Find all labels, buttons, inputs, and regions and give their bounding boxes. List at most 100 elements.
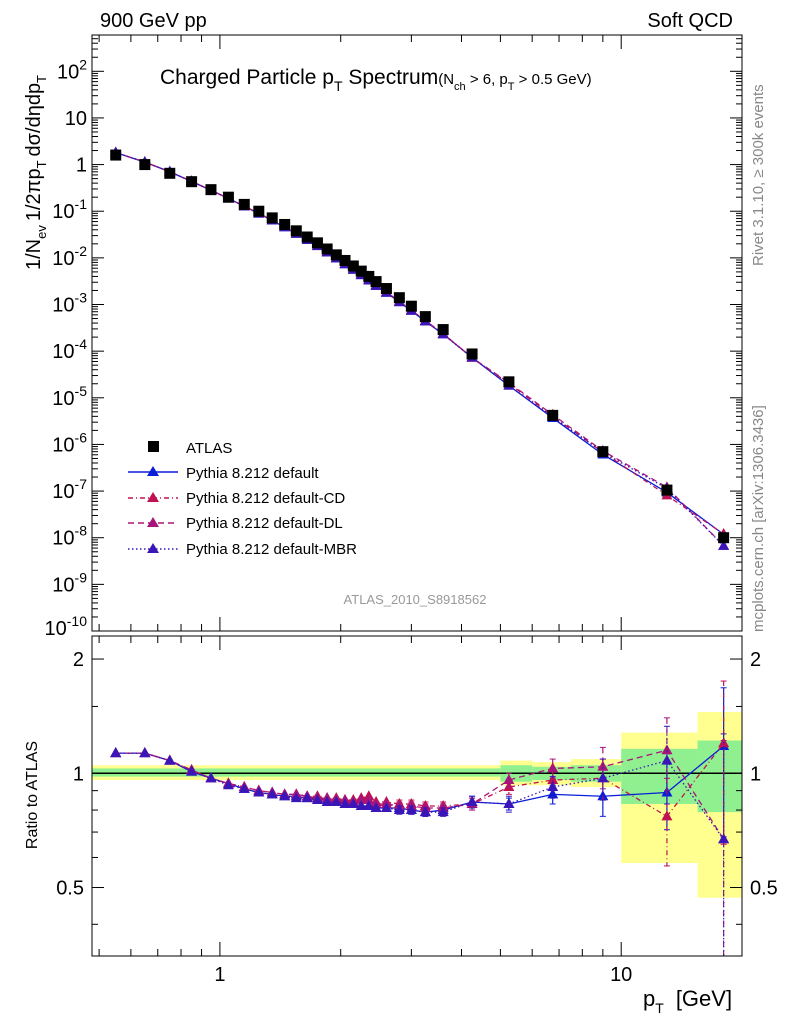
ratio-point-mbr-7 bbox=[253, 786, 265, 797]
ratio-y-label: Ratio to ATLAS bbox=[24, 741, 41, 849]
ratio-point-mbr-29 bbox=[661, 754, 673, 765]
mcplots-label: mcplots.cern.ch [arXiv:1306.3436] bbox=[750, 405, 767, 632]
ratio-point-mbr-12 bbox=[311, 794, 323, 805]
main-point-atlas-5 bbox=[222, 191, 234, 203]
rivet-label: Rivet 3.1.10, ≥ 300k events bbox=[750, 84, 767, 266]
band-inner-0 bbox=[92, 768, 501, 777]
y-label-part-1: ev bbox=[34, 225, 49, 239]
y-label-part-3: T bbox=[34, 160, 49, 168]
main-ytick-label-7: 10-3 bbox=[52, 290, 87, 317]
main-line-dl bbox=[115, 151, 725, 547]
ratio-point-mbr-28 bbox=[597, 772, 609, 783]
ratio-point-mbr-11 bbox=[301, 792, 313, 803]
main-ytick-label-3: 10-7 bbox=[52, 476, 87, 503]
main-point-atlas-12 bbox=[311, 237, 323, 249]
header-left: 900 GeV pp bbox=[100, 10, 207, 32]
main-ytick-label-12: 102 bbox=[57, 56, 87, 83]
ratio-point-mbr-16 bbox=[347, 797, 359, 808]
ratio-ytick-label-1: 1 bbox=[73, 763, 84, 785]
ratio-point-dl-26 bbox=[503, 774, 515, 785]
x-label-unit: [GeV] bbox=[676, 986, 732, 1011]
ratio-point-mbr-24 bbox=[437, 806, 449, 817]
ratio-point-mbr-8 bbox=[266, 788, 278, 799]
title-cut-a: (N bbox=[438, 71, 454, 88]
legend: ATLAS Pythia 8.212 default Pythia 8.212 … bbox=[128, 440, 357, 558]
main-point-atlas-13 bbox=[321, 243, 333, 255]
ratio-point-mbr-0 bbox=[110, 747, 122, 758]
y-label-part-4: dσ/dηdp bbox=[23, 83, 45, 157]
ratio-point-dl-27 bbox=[547, 762, 559, 773]
main-point-atlas-23 bbox=[419, 311, 431, 323]
main-point-atlas-1 bbox=[139, 159, 151, 171]
ratio-point-mbr-14 bbox=[330, 796, 342, 807]
ratio-point-dl-17 bbox=[355, 794, 367, 805]
ratio-ytick-label-right-1: 1 bbox=[750, 763, 761, 785]
legend-label-dl: Pythia 8.212 default-DL bbox=[186, 515, 343, 532]
ratio-point-mbr-3 bbox=[186, 765, 198, 776]
main-frame bbox=[91, 34, 743, 632]
main-axes: 10-10 10-9 10-8 10-7 10-6 10-5 10-4 10-3 10-2 10-… bbox=[45, 35, 743, 640]
ratio-uncertainty-bands bbox=[92, 712, 742, 898]
ratio-point-mbr-13 bbox=[321, 796, 333, 807]
ratio-point-mbr-15 bbox=[339, 797, 351, 808]
title-main: Charged Particle p bbox=[160, 66, 334, 89]
header-right: Soft QCD bbox=[647, 10, 733, 32]
title-main-tail: Spectrum bbox=[343, 66, 439, 89]
ratio-ytick-label-0: 0.5 bbox=[56, 878, 84, 900]
main-ytick-label-2: 10-8 bbox=[52, 523, 87, 550]
ratio-point-mbr-30 bbox=[718, 833, 730, 844]
legend-item-atlas: ATLAS bbox=[148, 440, 232, 457]
main-point-atlas-16 bbox=[347, 260, 359, 272]
main-ytick-label-8: 10-2 bbox=[52, 243, 87, 270]
legend-label-atlas: ATLAS bbox=[186, 440, 232, 457]
ratio-point-mbr-9 bbox=[279, 790, 291, 801]
ratio-point-dl-18 bbox=[363, 794, 375, 805]
main-point-atlas-14 bbox=[330, 249, 342, 261]
ratio-ytick-label-right-0: 0.5 bbox=[750, 878, 778, 900]
main-line-mbr bbox=[115, 151, 725, 547]
chart-title: Charged Particle pT Spectrum(Nch > 6, pT… bbox=[160, 66, 592, 94]
y-label-part-2: 1/2πp bbox=[23, 168, 45, 221]
title-cut-b-sub: T bbox=[508, 81, 515, 93]
legend-marker-default bbox=[147, 466, 159, 476]
main-y-label: 1/Nev1/2πpTdσ/dηdpT bbox=[23, 75, 49, 270]
main-point-atlas-25 bbox=[466, 348, 478, 360]
legend-item-dl: Pythia 8.212 default-DL bbox=[128, 515, 343, 532]
main-point-atlas-7 bbox=[253, 205, 265, 217]
legend-marker-mbr bbox=[147, 543, 159, 553]
legend-item-mbr: Pythia 8.212 default-MBR bbox=[128, 541, 357, 558]
ratio-axes: 1 10 0.5 0.5 1 1 2 2 bbox=[56, 636, 778, 986]
ratio-point-mbr-6 bbox=[238, 782, 250, 793]
title-cut-b: > 6, p bbox=[466, 71, 508, 88]
ratio-point-cd-27 bbox=[547, 774, 559, 785]
main-ytick-label-0: 10-10 bbox=[45, 613, 88, 640]
y-label-part-5: T bbox=[34, 75, 49, 83]
main-point-atlas-18 bbox=[363, 270, 375, 282]
ratio-point-mbr-1 bbox=[139, 747, 151, 758]
legend-marker-dl bbox=[147, 517, 159, 527]
main-point-atlas-21 bbox=[393, 292, 405, 304]
main-point-atlas-4 bbox=[205, 184, 217, 196]
band-inner-5 bbox=[697, 740, 742, 813]
analysis-id: ATLAS_2010_S8918562 bbox=[344, 592, 487, 607]
main-point-atlas-8 bbox=[266, 212, 278, 224]
main-ytick-label-1: 10-9 bbox=[52, 569, 87, 596]
ratio-xtick-label-1: 10 bbox=[610, 964, 632, 986]
ratio-point-dl-28 bbox=[597, 760, 609, 771]
ratio-point-mbr-21 bbox=[393, 804, 405, 815]
ratio-ytick-label-2: 2 bbox=[73, 649, 84, 671]
title-cut-a-sub: ch bbox=[454, 81, 466, 93]
ratio-point-mbr-10 bbox=[290, 792, 302, 803]
main-point-atlas-15 bbox=[339, 254, 351, 266]
legend-item-default: Pythia 8.212 default bbox=[128, 465, 319, 482]
main-point-atlas-26 bbox=[503, 376, 515, 388]
legend-marker-atlas bbox=[148, 441, 159, 452]
ratio-point-mbr-26 bbox=[503, 797, 515, 808]
main-ytick-label-6: 10-4 bbox=[52, 336, 87, 363]
main-point-atlas-17 bbox=[355, 265, 367, 277]
main-point-atlas-2 bbox=[164, 167, 176, 179]
main-series bbox=[110, 146, 730, 550]
ratio-ytick-label-right-2: 2 bbox=[750, 649, 761, 671]
y-label-part-0: 1/N bbox=[23, 239, 45, 270]
